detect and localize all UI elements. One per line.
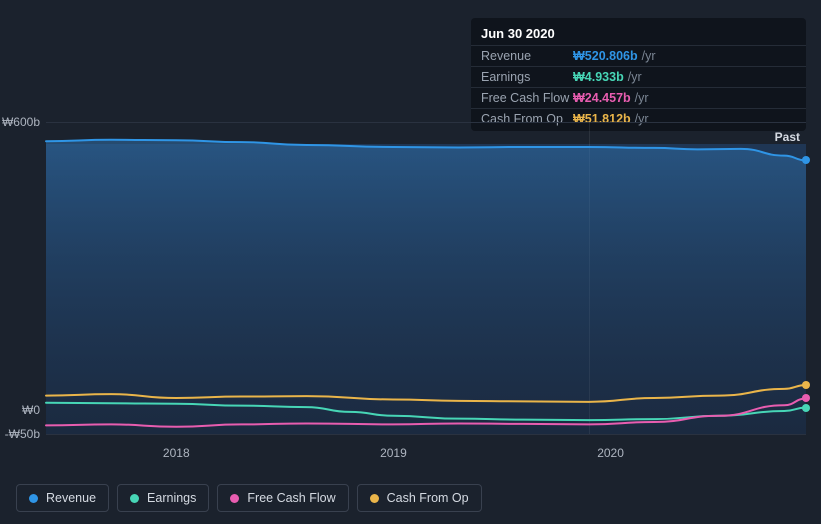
series-end-dot [802, 404, 810, 412]
tooltip-row-value: ₩520.806b [573, 49, 638, 63]
x-axis: 2018 2019 2020 [46, 446, 806, 466]
x-axis-tick: 2018 [163, 446, 190, 460]
y-axis-tick: ₩0 [22, 403, 40, 417]
y-axis-tick: ₩600b [2, 115, 40, 129]
series-end-dot [802, 156, 810, 164]
legend-label: Revenue [46, 491, 96, 505]
tooltip-row-unit: /yr [642, 49, 656, 63]
legend-item[interactable]: Revenue [16, 484, 109, 512]
legend-label: Free Cash Flow [247, 491, 335, 505]
tooltip-row-value: ₩4.933b [573, 70, 624, 84]
series-end-dot [802, 394, 810, 402]
chart-legend: Revenue Earnings Free Cash Flow Cash From O… [16, 484, 482, 512]
tooltip-row: Free Cash Flow₩24.457b/yr [471, 87, 806, 108]
x-axis-tick: 2019 [380, 446, 407, 460]
tooltip-row-value: ₩24.457b [573, 91, 631, 105]
legend-item[interactable]: Cash From Op [357, 484, 482, 512]
legend-dot [130, 494, 139, 503]
legend-item[interactable]: Earnings [117, 484, 209, 512]
chart-lines [46, 122, 806, 434]
tooltip-row-unit: /yr [628, 70, 642, 84]
chart-tooltip: Jun 30 2020 Revenue₩520.806b/yrEarnings₩… [471, 18, 806, 131]
legend-dot [370, 494, 379, 503]
legend-label: Earnings [147, 491, 196, 505]
past-label: Past [775, 130, 800, 144]
legend-dot [230, 494, 239, 503]
x-axis-tick: 2020 [597, 446, 624, 460]
tooltip-row-label: Revenue [481, 49, 573, 63]
legend-item[interactable]: Free Cash Flow [217, 484, 348, 512]
tooltip-row: Revenue₩520.806b/yr [471, 45, 806, 66]
grid-line [46, 434, 806, 435]
tooltip-row: Earnings₩4.933b/yr [471, 66, 806, 87]
legend-label: Cash From Op [387, 491, 469, 505]
tooltip-row-label: Free Cash Flow [481, 91, 573, 105]
y-axis-tick: -₩50b [5, 427, 40, 441]
tooltip-date: Jun 30 2020 [471, 20, 806, 45]
legend-dot [29, 494, 38, 503]
tooltip-row-unit: /yr [635, 91, 649, 105]
financial-chart: ₩600b₩0-₩50b Past [16, 122, 806, 434]
tooltip-row-label: Earnings [481, 70, 573, 84]
series-end-dot [802, 381, 810, 389]
plot-area: Past [46, 122, 806, 434]
series-area [46, 140, 806, 434]
